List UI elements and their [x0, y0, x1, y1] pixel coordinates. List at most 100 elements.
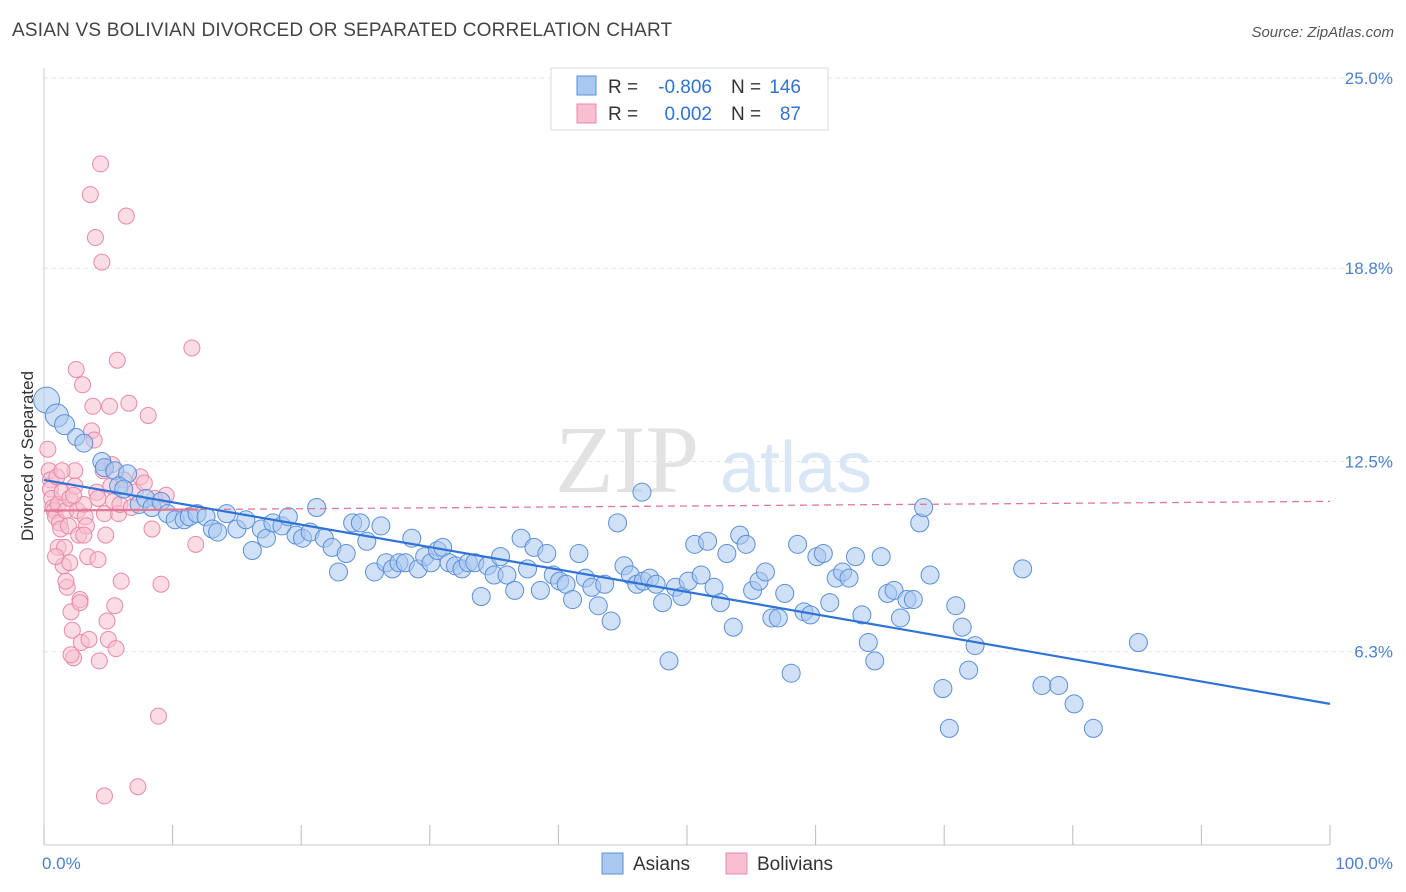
bolivian-point-47 [93, 253, 111, 271]
asian-point-130 [920, 565, 940, 585]
asian-point-122 [871, 547, 891, 567]
bolivian-point-84 [47, 548, 65, 566]
grid-lines [44, 77, 1390, 653]
asian-point-74 [563, 590, 583, 610]
bolivian-point-64 [117, 207, 135, 225]
bolivian-point-82 [75, 526, 93, 544]
legend-r-label-asians: R = [608, 77, 638, 98]
y-tick-label-2: 18.8% [1345, 259, 1393, 278]
bolivian-point-53 [101, 397, 119, 415]
asian-point-142 [1128, 633, 1148, 653]
bolivian-point-44 [89, 551, 107, 569]
asian-point-134 [952, 617, 972, 637]
bolivian-point-62 [112, 572, 130, 590]
bottom-label-bolivians: Bolivians [757, 854, 833, 875]
series-legend: Asians Bolivians [601, 852, 833, 875]
bolivian-point-78 [187, 535, 205, 553]
bolivian-point-72 [143, 520, 161, 538]
asian-point-80 [601, 611, 621, 631]
asian-point-135 [959, 660, 979, 680]
asian-point-95 [698, 531, 718, 551]
asian-point-75 [569, 544, 589, 564]
asian-point-106 [768, 608, 788, 628]
legend-r-value-bolivians: 0.002 [664, 104, 712, 125]
asian-point-26 [242, 540, 262, 560]
watermark-atlas: atlas [720, 428, 872, 508]
asian-point-143 [632, 482, 652, 502]
x-tick-min: 0.0% [42, 854, 81, 873]
asian-point-131 [933, 679, 953, 699]
asians-trend-line [43, 478, 1331, 705]
asian-point-140 [1064, 694, 1084, 714]
asian-point-35 [307, 498, 327, 518]
asian-point-87 [646, 574, 666, 594]
legend-n-label-bolivians: N = [731, 104, 761, 125]
asian-point-104 [755, 562, 775, 582]
asian-point-127 [903, 590, 923, 610]
bolivian-point-57 [106, 597, 124, 615]
y-tick-label-1: 12.5% [1345, 453, 1393, 472]
bolivian-point-71 [139, 406, 157, 424]
bolivian-point-45 [90, 652, 108, 670]
asian-point-60 [471, 586, 491, 606]
bolivian-points [39, 155, 205, 805]
bolivian-point-68 [129, 778, 147, 796]
asian-point-141 [1083, 718, 1103, 738]
bolivian-point-86 [71, 594, 89, 612]
asian-point-109 [788, 534, 808, 554]
asian-point-89 [659, 651, 679, 671]
bolivian-point-36 [80, 630, 98, 648]
asian-point-124 [884, 580, 904, 600]
asian-point-119 [852, 605, 872, 625]
asian-point-137 [1013, 559, 1033, 579]
asian-point-129 [914, 498, 934, 518]
y-tick-label-0: 6.3% [1354, 643, 1393, 662]
asian-point-39 [336, 544, 356, 564]
bolivian-point-0 [39, 440, 57, 458]
asian-point-117 [839, 568, 859, 588]
asian-point-79 [595, 574, 615, 594]
bolivian-point-83 [53, 462, 71, 480]
bolivian-point-22 [63, 621, 81, 639]
bolivian-point-31 [74, 376, 92, 394]
bottom-swatch-bolivians [725, 852, 748, 875]
asian-point-2 [54, 414, 76, 436]
asian-point-114 [820, 593, 840, 613]
bolivian-point-81 [65, 486, 83, 504]
asian-point-38 [328, 562, 348, 582]
asian-point-78 [588, 596, 608, 616]
chart-title: ASIAN VS BOLIVIAN DIVORCED OR SEPARATED … [12, 20, 673, 41]
bolivian-point-46 [92, 155, 110, 173]
bolivian-point-37 [81, 186, 99, 204]
asian-point-99 [723, 617, 743, 637]
asian-point-107 [775, 583, 795, 603]
asian-point-121 [865, 651, 885, 671]
asian-point-125 [890, 608, 910, 628]
source-label: Source: ZipAtlas.com [1251, 24, 1394, 41]
x-tick-max: 100.0% [1335, 854, 1393, 873]
bolivian-point-26 [67, 360, 85, 378]
bolivian-point-74 [149, 707, 167, 725]
legend-r-value-asians: -0.806 [658, 77, 712, 98]
bolivians-trend-dashed [43, 500, 1331, 512]
correlation-legend: R = -0.806 N = 146 R = 0.002 N = 87 [550, 67, 829, 131]
asian-point-120 [858, 633, 878, 653]
asian-point-113 [813, 544, 833, 564]
asian-point-98 [717, 544, 737, 564]
legend-swatch-bolivians [576, 103, 597, 124]
asian-point-44 [371, 516, 391, 536]
asian-point-133 [946, 596, 966, 616]
asian-point-70 [537, 544, 557, 564]
y-tick-label-3: 25.0% [1345, 69, 1393, 88]
legend-box [550, 67, 829, 131]
legend-r-label-bolivians: R = [608, 104, 638, 125]
bolivian-point-70 [135, 474, 153, 492]
asian-point-101 [736, 534, 756, 554]
legend-n-value-bolivians: 87 [780, 104, 801, 125]
bolivian-point-39 [84, 397, 102, 415]
asian-point-69 [530, 580, 550, 600]
asian-point-22 [208, 522, 228, 542]
bottom-label-asians: Asians [633, 854, 690, 875]
asian-point-136 [965, 636, 985, 656]
